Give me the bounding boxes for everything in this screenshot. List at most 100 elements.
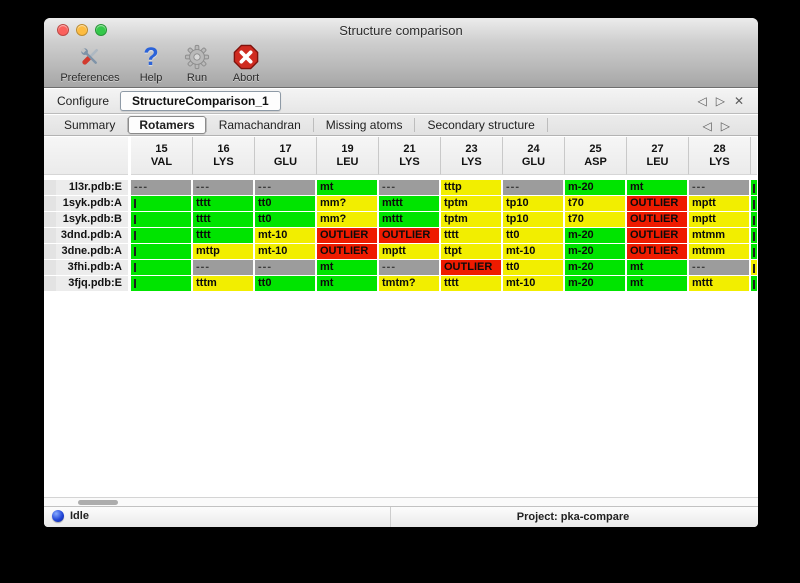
rotamer-cell[interactable] [131,244,191,259]
tab-secondary-structure[interactable]: Secondary structure [427,118,535,132]
horizontal-scrollbar[interactable] [44,497,758,506]
rotamer-cell[interactable]: mtmm [689,244,749,259]
rotamer-cell[interactable]: mt [627,180,687,195]
rotamer-cell[interactable]: tptm [441,196,501,211]
column-header-27[interactable]: 27 LEU [627,137,689,175]
rotamer-cell[interactable]: m-20 [565,244,625,259]
rotamer-cell[interactable] [131,276,191,291]
rotamer-cell[interactable]: tttm [193,276,253,291]
rotamer-cell[interactable]: --- [379,180,439,195]
rotamer-cell[interactable]: tt0 [255,276,315,291]
rotamer-cell[interactable]: mttp [193,244,253,259]
rotamer-cell[interactable]: m-20 [565,276,625,291]
rotamer-cell[interactable]: ttpt [441,244,501,259]
rotamer-cell[interactable]: OUTLIER [379,228,439,243]
rotamer-cell[interactable]: tt0 [255,196,315,211]
rotamer-cell[interactable]: mptt [379,244,439,259]
abort-button[interactable]: Abort [226,43,266,84]
rotamer-cell[interactable]: mttt [379,196,439,211]
rotamer-cell[interactable]: mt-10 [503,276,563,291]
rotamer-cell[interactable]: --- [689,180,749,195]
row-label[interactable]: 3dnd.pdb:A [56,228,128,243]
minimize-window-button[interactable] [76,24,88,36]
help-button[interactable]: ? Help [134,43,168,84]
column-header-28[interactable]: 28 LYS [689,137,751,175]
rotamer-cell[interactable]: tp10 [503,196,563,211]
column-header-25[interactable]: 25 ASP [565,137,627,175]
row-label[interactable]: 3fhi.pdb:A [56,260,128,275]
rotamer-cell[interactable]: tptm [441,212,501,227]
column-header-21[interactable]: 21 LYS [379,137,441,175]
rotamer-cell[interactable]: --- [379,260,439,275]
rotamer-cell[interactable]: mt [317,276,377,291]
rotamer-cell[interactable]: tttt [441,276,501,291]
rotamer-cell[interactable]: --- [255,260,315,275]
rotamer-cell[interactable]: --- [503,180,563,195]
rotamer-cell[interactable]: tt0 [255,212,315,227]
rotamer-cell[interactable]: mt [627,276,687,291]
column-header-23[interactable]: 23 LYS [441,137,503,175]
tab-summary[interactable]: Summary [64,118,116,132]
rotamer-cell[interactable]: mttt [689,276,749,291]
rotamer-cell[interactable]: tmtm? [379,276,439,291]
rotamer-cell[interactable]: OUTLIER [627,228,687,243]
rotamer-cell[interactable] [131,212,191,227]
rotamer-cell[interactable]: m-20 [565,180,625,195]
rotamer-cell[interactable]: OUTLIER [627,196,687,211]
row-label[interactable]: 1syk.pdb:B [56,212,128,227]
rotamer-cell[interactable]: tt0 [503,260,563,275]
rotamer-cell[interactable]: OUTLIER [627,244,687,259]
rotamer-cell[interactable] [131,260,191,275]
rotamer-cell-clipped[interactable] [751,276,757,291]
rotamer-cell[interactable]: m-20 [565,260,625,275]
row-label[interactable]: 3dne.pdb:A [56,244,128,259]
rotamer-cell[interactable]: mttt [379,212,439,227]
rotamer-cell[interactable]: tttt [193,212,253,227]
rotamer-cell-clipped[interactable] [751,260,757,275]
rotamer-cell-clipped[interactable] [751,212,757,227]
scrollbar-thumb[interactable] [78,500,118,505]
rotamer-cell[interactable]: tt0 [503,228,563,243]
rotamer-cell[interactable]: mt-10 [503,244,563,259]
rotamer-cell[interactable]: tttp [441,180,501,195]
rotamer-cell[interactable]: OUTLIER [317,228,377,243]
rotamer-cell[interactable]: mt-10 [255,244,315,259]
tab-ramachandran[interactable]: Ramachandran [218,118,301,132]
rotamer-cell[interactable]: tttt [441,228,501,243]
next-tab-icon[interactable]: ▷ [720,119,730,133]
tab-rotamers[interactable]: Rotamers [128,116,206,134]
rotamer-cell-clipped[interactable] [751,196,757,211]
row-label[interactable]: 1l3r.pdb:E [56,180,128,195]
rotamer-cell[interactable]: --- [193,260,253,275]
rotamer-cell[interactable]: mm? [317,196,377,211]
prev-page-icon[interactable]: ◁ [697,94,707,108]
rotamer-cell[interactable]: m-20 [565,228,625,243]
tab-missing-atoms[interactable]: Missing atoms [325,118,403,132]
rotamer-cell[interactable]: --- [689,260,749,275]
close-tab-icon[interactable]: ✕ [733,94,744,108]
rotamer-cell[interactable]: OUTLIER [317,244,377,259]
rotamer-cell[interactable]: mt [627,260,687,275]
rotamer-cell[interactable]: tp10 [503,212,563,227]
rotamer-cell[interactable]: mptt [689,196,749,211]
comparison-instance-tab[interactable]: StructureComparison_1 [120,91,281,111]
rotamer-cell[interactable]: mt-10 [255,228,315,243]
rotamer-cell[interactable] [131,196,191,211]
rotamer-cell[interactable]: --- [255,180,315,195]
preferences-button[interactable]: Preferences [58,43,122,84]
column-header-16[interactable]: 16 LYS [193,137,255,175]
rotamer-cell[interactable]: OUTLIER [627,212,687,227]
column-header-19[interactable]: 19 LEU [317,137,379,175]
rotamer-cell[interactable]: t70 [565,196,625,211]
prev-tab-icon[interactable]: ◁ [702,119,712,133]
rotamer-cell[interactable]: t70 [565,212,625,227]
rotamer-cell[interactable]: tttt [193,228,253,243]
rotamer-cell-clipped[interactable] [751,180,757,195]
rotamer-cell[interactable]: mt [317,180,377,195]
rotamer-cell[interactable]: --- [131,180,191,195]
rotamer-cell[interactable]: mt [317,260,377,275]
zoom-window-button[interactable] [95,24,107,36]
rotamer-cell[interactable]: OUTLIER [441,260,501,275]
row-label[interactable]: 1syk.pdb:A [56,196,128,211]
titlebar[interactable]: Structure comparison [44,18,758,42]
